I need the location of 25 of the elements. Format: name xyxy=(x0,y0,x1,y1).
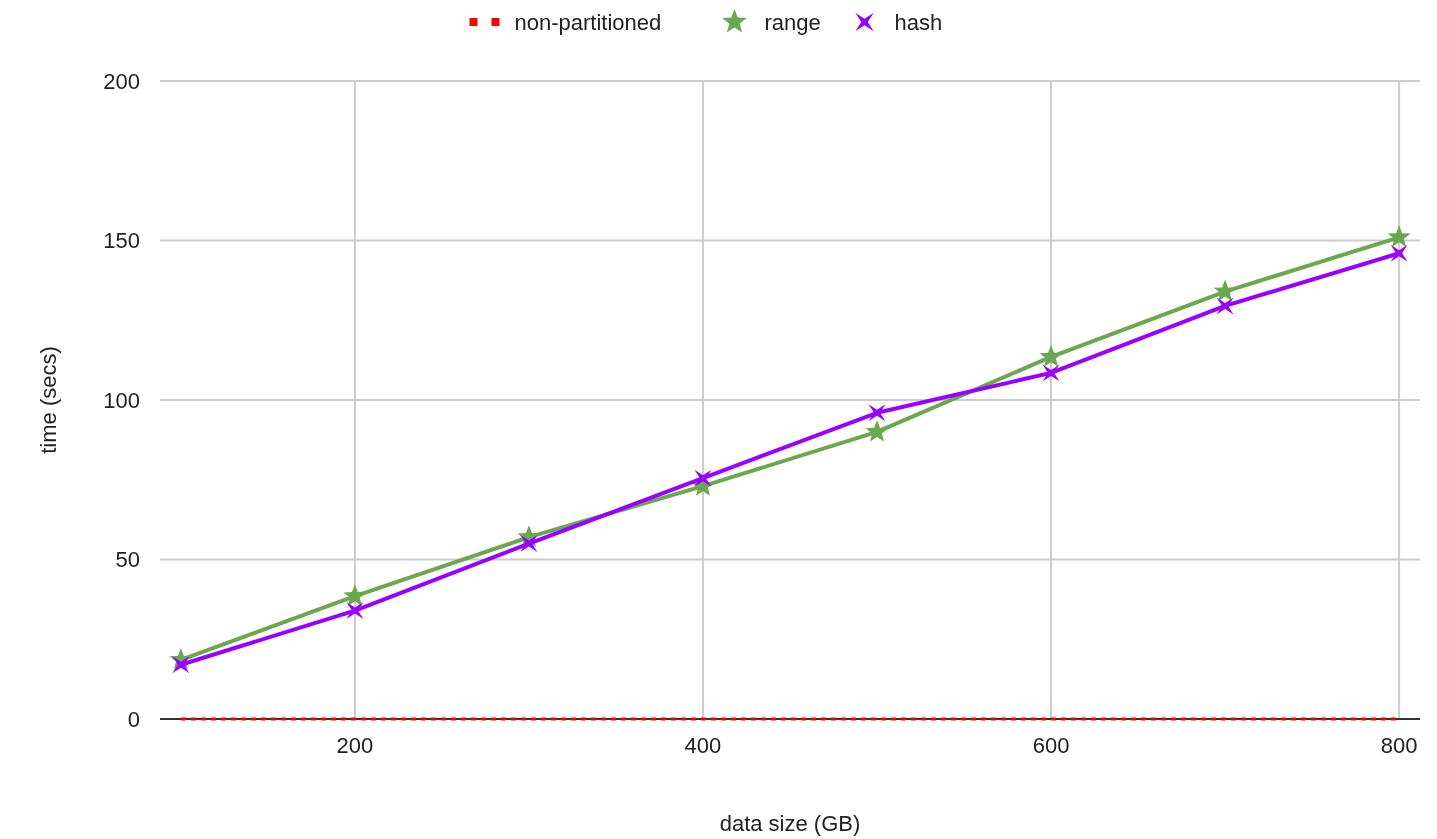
x-tick-label: 400 xyxy=(684,733,722,758)
point xyxy=(1042,364,1060,382)
x-tick-label: 600 xyxy=(1032,733,1070,758)
y-tick-label: 150 xyxy=(103,228,140,253)
x-axis-title: data size (GB) xyxy=(719,811,861,836)
legend-label: hash xyxy=(894,9,943,35)
y-tick-label: 200 xyxy=(103,68,140,94)
point xyxy=(865,419,889,442)
y-tick-label: 0 xyxy=(127,706,140,732)
point xyxy=(1387,225,1411,248)
legend-label: non-partitioned xyxy=(514,9,662,35)
point xyxy=(520,535,538,553)
y-axis-title: time (secs) xyxy=(35,346,61,454)
point xyxy=(1390,244,1408,262)
x-tick-label: 200 xyxy=(336,733,374,758)
point xyxy=(868,404,886,422)
point xyxy=(694,469,712,487)
y-tick-label: 50 xyxy=(115,547,140,572)
point xyxy=(172,656,190,674)
point xyxy=(1039,344,1063,367)
x-tick-label: 800 xyxy=(1380,733,1418,758)
point xyxy=(1216,297,1234,315)
legend-label: range xyxy=(764,9,821,35)
point xyxy=(346,602,364,620)
y-tick-label: 100 xyxy=(103,387,140,413)
